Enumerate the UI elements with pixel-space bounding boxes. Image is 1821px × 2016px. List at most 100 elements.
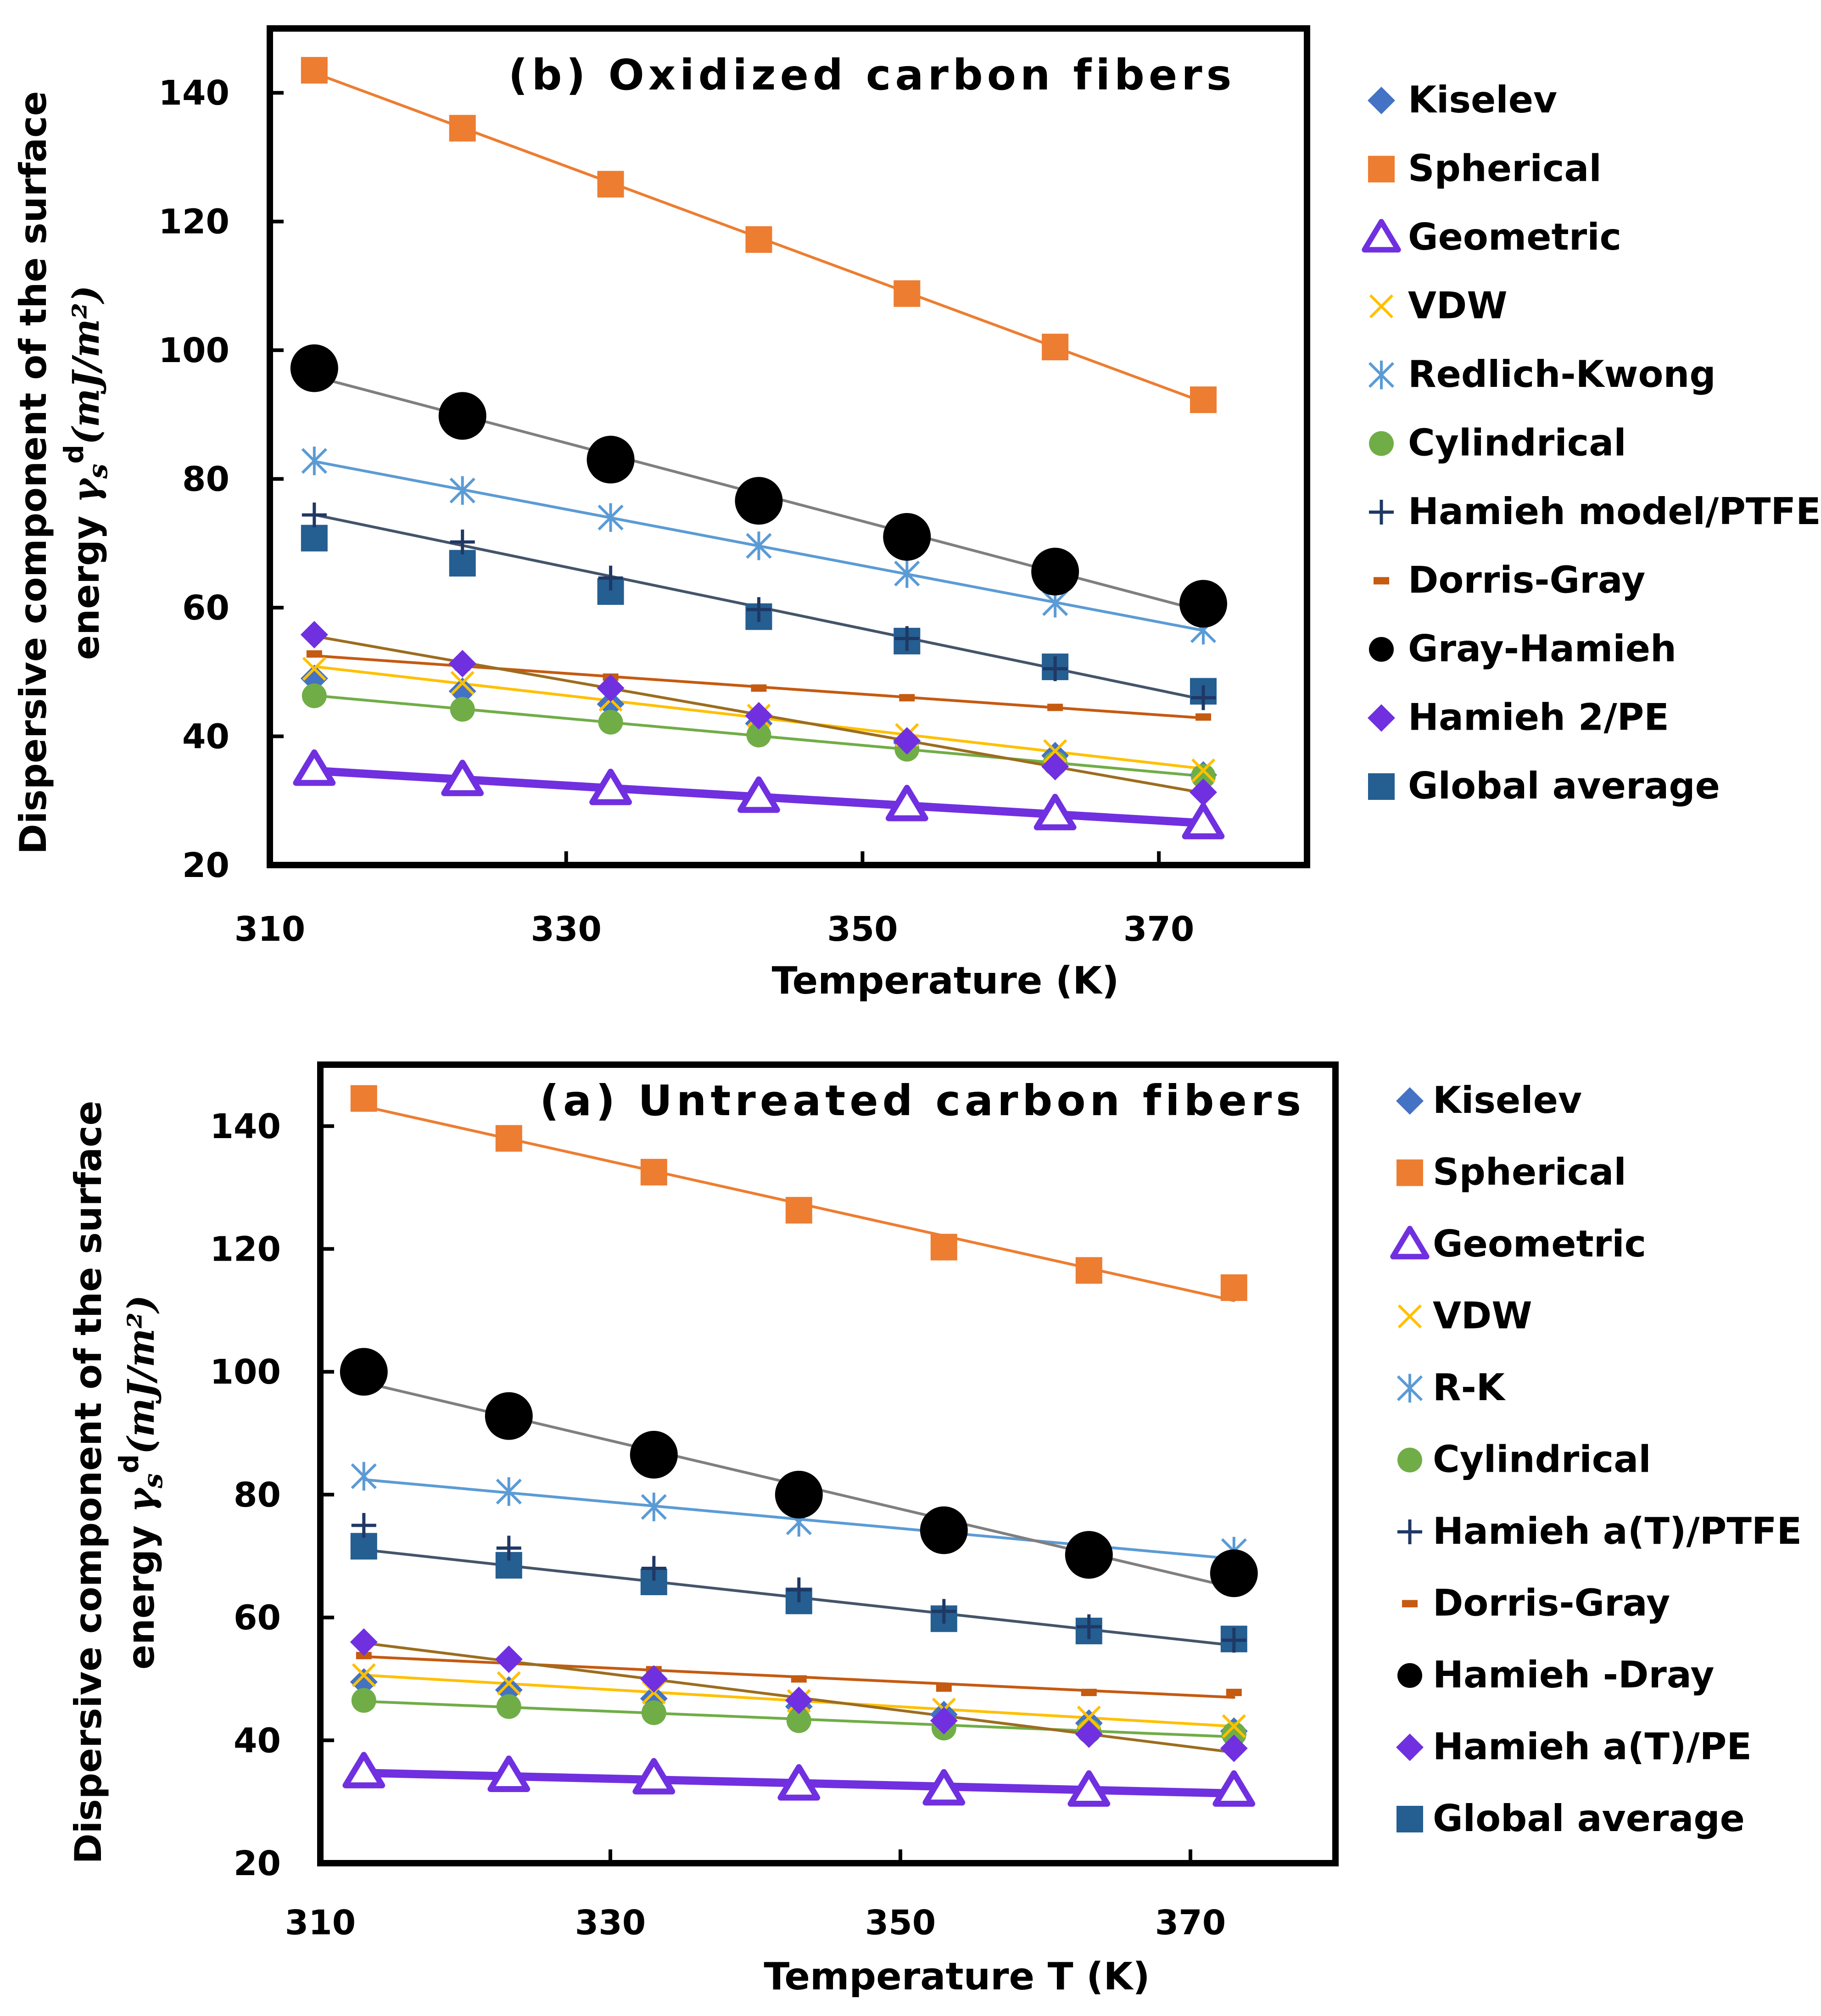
legend-marker-grayhamieh [1397,1663,1422,1688]
point-cylindrical-313 [302,683,327,709]
chart-oxidized-carbon-fibers: 20 40 60 80 100 120 140 310 330 350 370 (b) Oxidize… [12,25,1821,1003]
point-grayhamieh-313 [340,1348,388,1396]
legend-label: Cylindrical [1433,1438,1651,1481]
point-rk-333 [641,1492,667,1521]
point-rk-313 [301,447,327,475]
legend-item-hamiehptfe: Hamieh a(T)/PTFE [1397,1510,1802,1552]
x-tick-label: 350 [865,1903,936,1943]
point-vdw-363 [1043,739,1067,763]
legend-item-global: Global average [1368,765,1720,807]
point-vdw-323 [450,671,475,695]
legend-item-dorrisgray: Dorris-Gray [1402,1582,1670,1625]
point-grayhamieh-373 [1210,1549,1258,1597]
y-axis-label-part: (mJ/m²) [64,285,107,445]
legend-marker-geometric [1390,1226,1430,1260]
point-spherical-353 [930,1234,957,1261]
point-grayhamieh-313 [290,344,338,392]
point-spherical-363 [1042,334,1069,361]
point-grayhamieh-363 [1031,547,1079,596]
point-spherical-323 [449,115,476,142]
legend-marker-hamiehptfe [1397,1519,1422,1544]
y-axis-label-part: energy [120,1513,162,1670]
y-tick-label: 140 [210,1107,281,1146]
legend-label: Global average [1433,1797,1745,1840]
x-axis-label: Temperature T (K) [764,1955,1150,1999]
point-vdw-313 [352,1663,376,1687]
legend-marker-hamiehpe [1368,704,1395,732]
point-geometric-343 [737,776,780,813]
point-grayhamieh-343 [735,477,783,525]
point-spherical-313 [350,1085,377,1112]
y-tick-label: 120 [159,202,229,242]
point-kiselev-323 [448,677,476,705]
x-tick-label: 370 [1123,910,1194,949]
point-cylindrical-373 [1191,764,1216,789]
legend-item-hamiehptfe: Hamieh model/PTFE [1369,490,1821,533]
point-dorrisgray-353 [899,694,915,702]
chart-title: (b) Oxidized carbon fibers [508,50,1236,100]
legend-item-kiselev: Kiselev [1368,78,1557,121]
point-vdw-373 [1222,1714,1246,1738]
y-axis-label-part: (mJ/m²) [119,1295,162,1454]
legend-label: Global average [1408,765,1720,807]
legend-item-vdw: VDW [1397,1295,1532,1337]
y-axis-label-part: d [113,1454,145,1474]
legend-label: Geometric [1408,216,1621,258]
legend-label: VDW [1433,1295,1532,1337]
point-hamiehpe-333 [597,674,625,702]
point-rk-323 [496,1477,522,1506]
x-tick-label: 350 [827,910,898,949]
point-dorrisgray-363 [1047,704,1063,711]
chart-untreated-carbon-fibers: 20 40 60 80 100 120 140 310 330 350 370 (a) Untreat… [67,1061,1802,1999]
legend-item-grayhamieh: Gray-Hamieh [1369,627,1676,670]
legend-item-hamiehpe: Hamieh a(T)/PE [1396,1726,1752,1768]
point-geometric-343 [777,1764,821,1801]
point-geometric-373 [1182,803,1225,839]
point-hamiehpe-353 [930,1707,958,1735]
plot-frame [267,25,1310,868]
point-geometric-313 [342,1752,385,1788]
legend-item-dorrisgray: Dorris-Gray [1374,559,1645,602]
point-dorrisgray-373 [1226,1688,1242,1696]
legend-label: R-K [1433,1366,1506,1409]
legend-label: Geometric [1433,1223,1646,1265]
point-hamiehpe-323 [448,650,476,678]
legend-marker-hamiehptfe [1369,500,1394,525]
x-tick-label: 310 [285,1903,356,1943]
x-tick-label: 310 [235,910,305,949]
y-axis-label-part: γ [119,1487,162,1513]
y-axis-label-line2: energy γsd(mJ/m²) [113,1295,168,1670]
y-axis-label-line1: Dispersive component of the surface [67,1100,110,1864]
y-tick-label: 60 [234,1598,281,1638]
y-tick-label: 40 [234,1721,281,1760]
legend-label: Dorris-Gray [1408,559,1645,602]
y-axis-label-line1: Dispersive component of the surface [12,91,55,854]
point-hamiehptfe-373 [1191,685,1216,710]
legend-item-geometric: Geometric [1390,1223,1646,1265]
point-hamiehpe-363 [1075,1720,1103,1748]
legend-marker-spherical [1368,156,1395,183]
legend: Kiselev Spherical Geometric VDW Redlich-Kwon… [1362,78,1821,807]
point-spherical-323 [495,1125,522,1152]
point-kiselev-313 [300,665,328,692]
point-dorrisgray-343 [791,1675,807,1683]
legend-item-cylindrical: Cylindrical [1397,1438,1651,1481]
x-tick-label: 330 [531,910,601,949]
point-hamiehptfe-323 [496,1536,521,1561]
point-hamiehpe-313 [300,620,328,648]
point-hamiehptfe-313 [351,1513,376,1538]
point-spherical-333 [597,171,624,198]
y-axis-label-part: γ [64,477,107,503]
point-rk-313 [351,1462,377,1491]
point-dorrisgray-353 [936,1684,952,1692]
y-tick-label: 40 [182,717,229,757]
legend-marker-rk [1368,360,1395,390]
point-grayhamieh-323 [438,392,486,440]
point-grayhamieh-373 [1179,580,1227,628]
legend-label: Kiselev [1408,78,1557,121]
point-cylindrical-343 [746,722,771,748]
point-grayhamieh-353 [920,1506,968,1554]
y-tick-label: 80 [182,460,229,499]
legend-marker-grayhamieh [1369,637,1394,662]
point-hamiehpe-373 [1190,778,1217,806]
